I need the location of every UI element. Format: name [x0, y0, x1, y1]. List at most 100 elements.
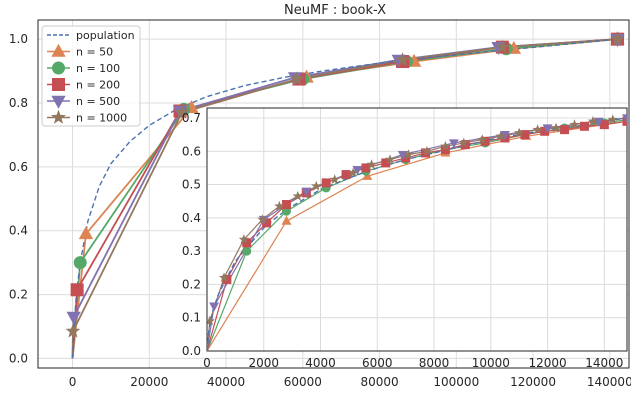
inset-x-tick-label: 14000 — [585, 356, 623, 370]
main-y-tick-label: 1.0 — [9, 32, 28, 46]
inset-y-tick-label: 0.4 — [182, 211, 201, 225]
inset-y-tick-label: 0.2 — [182, 277, 201, 291]
inset-data-point — [448, 139, 459, 149]
inset-data-point — [384, 154, 396, 164]
inset-data-point — [579, 121, 589, 131]
inset-data-point — [274, 200, 285, 211]
legend-marker — [51, 109, 66, 124]
main-data-point — [174, 104, 190, 119]
inset-data-point — [421, 145, 433, 156]
legend-label: n = 1000 — [76, 112, 127, 125]
main-x-tick-label: 80000 — [360, 375, 398, 389]
inset-x-tick-label: 4000 — [305, 356, 336, 370]
main-data-point — [70, 283, 84, 297]
inset-data-point — [321, 178, 331, 188]
main-x-tick-label: 140000 — [587, 375, 631, 389]
inset-data-point — [500, 131, 510, 141]
inset-data-point — [361, 163, 371, 173]
inset-x-tick-label: 12000 — [528, 356, 566, 370]
inset-data-point — [587, 115, 599, 126]
legend-label: n = 100 — [76, 62, 120, 75]
inset-data-point — [366, 159, 377, 169]
legend: population n = 50 n = 100 n = 200 n = 500 n =… — [41, 25, 141, 127]
inset-y-tick-label: 0.1 — [182, 311, 201, 325]
main-x-tick-label: 100000 — [433, 375, 479, 389]
main-x-tick-label: 20000 — [130, 375, 168, 389]
inset-data-point — [381, 158, 391, 168]
inset-x-tick-label: 6000 — [362, 356, 393, 370]
inset-data-point — [599, 120, 609, 130]
main-y-tick-label: 0.6 — [9, 160, 28, 174]
main-data-point — [66, 311, 81, 325]
main-x-tick-label: 60000 — [284, 375, 322, 389]
main-data-point — [395, 52, 410, 67]
chart-title: NeuMF : book-X — [284, 3, 386, 18]
inset-y-tick-label: 0.5 — [182, 178, 201, 192]
inset-data-point — [218, 272, 230, 283]
inset-panel: 0 2000 4000 6000 8000 10000 12000 14000 0.0 0.1 0.… — [182, 107, 628, 370]
inset-data-point — [329, 174, 340, 184]
inset-y-tick-label: 0.6 — [182, 144, 201, 158]
inset-data-point — [403, 149, 414, 159]
main-y-tick-label: 0.2 — [9, 288, 28, 302]
inset-frame — [206, 107, 628, 352]
inset-y-tick-label: 0.7 — [182, 111, 201, 125]
legend-marker — [52, 61, 65, 75]
inset-data-point — [292, 190, 303, 201]
inset-y-tick-label: 0.3 — [182, 244, 201, 258]
inset-data-point — [569, 119, 580, 130]
inset-data-point — [622, 114, 627, 124]
main-y-tick-label: 0.8 — [9, 96, 28, 110]
main-x-tick-label: 40000 — [207, 375, 245, 389]
inset-data-point — [352, 165, 363, 175]
main-y-tick-label: 0.4 — [9, 224, 28, 238]
inset-data-point — [281, 215, 292, 225]
main-data-point — [65, 323, 81, 338]
main-data-point — [289, 71, 305, 86]
legend-marker — [52, 78, 65, 91]
inset-y-tick-label: 0.0 — [182, 344, 201, 358]
inset-data-point — [281, 200, 291, 210]
legend-label: n = 50 — [76, 46, 113, 59]
inset-data-point — [348, 167, 359, 178]
main-data-point — [78, 226, 94, 240]
inset-data-point — [222, 274, 232, 284]
inset-population-line — [207, 117, 627, 351]
main-data-point — [610, 31, 625, 46]
legend-label: n = 500 — [76, 95, 120, 108]
inset-data-point — [514, 127, 525, 138]
main-data-point — [494, 39, 510, 54]
inset-data-point — [242, 246, 252, 256]
inset-x-tick-label: 8000 — [419, 356, 450, 370]
legend-label: population — [76, 29, 135, 42]
main-x-tick-label: 0 — [69, 375, 77, 389]
inset-data-point — [622, 116, 627, 126]
inset-data-point — [341, 170, 351, 180]
main-plot-area — [65, 31, 625, 359]
inset-data-point — [209, 302, 220, 312]
inset-data-point — [440, 145, 450, 155]
legend-marker — [51, 43, 66, 57]
main-frame-border — [37, 19, 630, 369]
inset-data-point — [560, 125, 570, 135]
inset-data-point — [520, 130, 530, 140]
main-data-point — [73, 256, 87, 270]
inset-data-point — [480, 136, 490, 146]
inset-data-point — [301, 187, 312, 197]
inset-data-point — [477, 134, 488, 144]
inset-data-point — [207, 315, 215, 326]
inset-data-point — [542, 124, 553, 134]
inset-data-point — [540, 126, 550, 136]
legend-label: n = 200 — [76, 79, 120, 92]
inset-frame-border — [206, 107, 628, 352]
inset-data-point — [550, 122, 562, 133]
inset-x-tick-label: 2000 — [248, 356, 279, 370]
inset-data-point — [495, 130, 506, 141]
legend-marker — [51, 95, 66, 109]
inset-data-point — [262, 218, 272, 228]
main-x-tick-label: 120000 — [510, 375, 556, 389]
inset-x-tick-label: 10000 — [472, 356, 510, 370]
main-y-tick-label: 0.0 — [9, 351, 28, 365]
